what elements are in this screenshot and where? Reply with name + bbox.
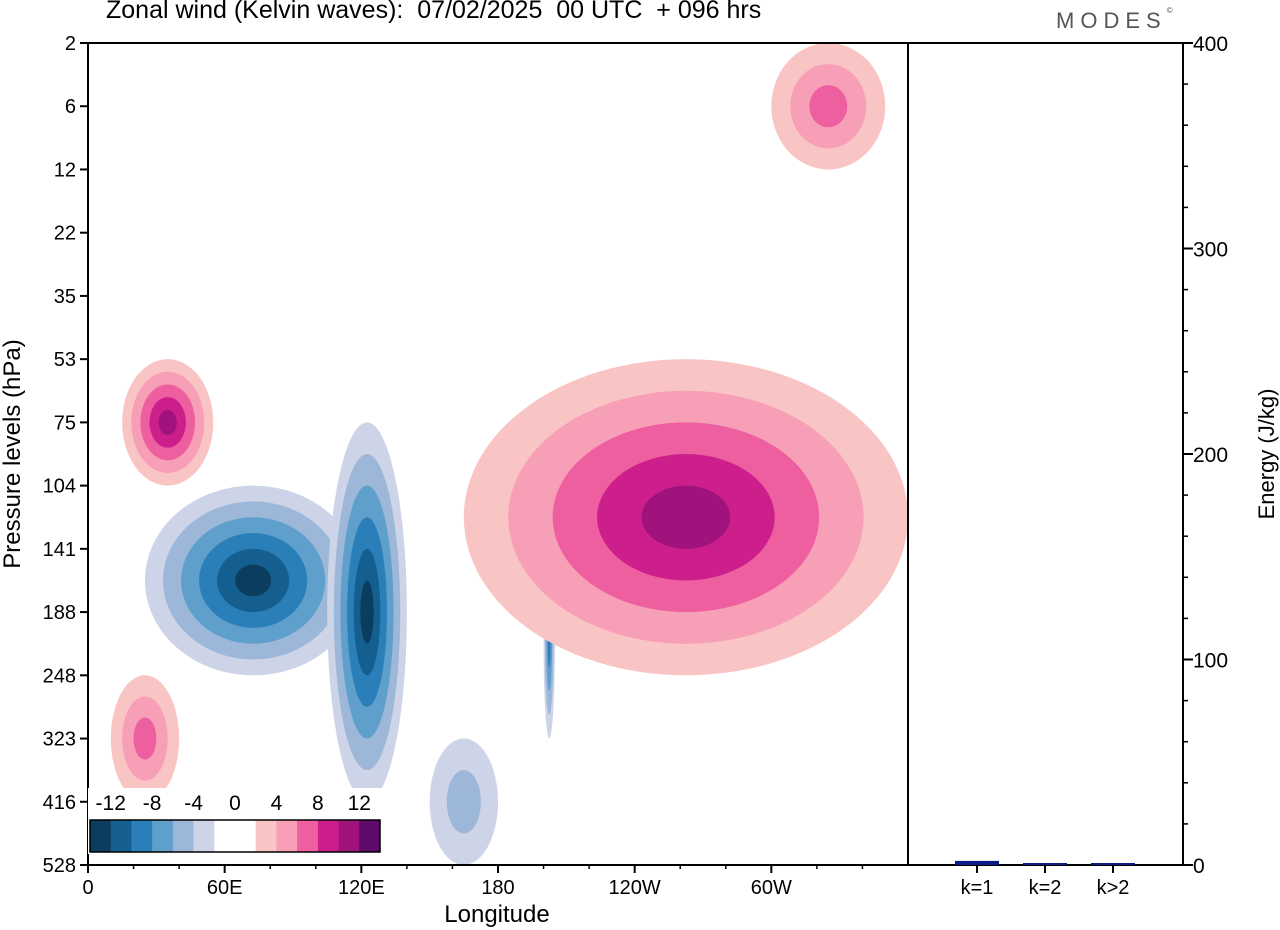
y-tick-label: 528	[43, 855, 76, 877]
colorbar-swatch	[255, 820, 277, 852]
colorbar-swatch	[152, 820, 174, 852]
colorbar-swatch	[276, 820, 298, 852]
energy-tick-label: 100	[1193, 650, 1228, 673]
colorbar-tick-label: -12	[96, 792, 126, 815]
contour-negative-0-level-5	[235, 564, 272, 597]
logo-mark: ©	[1166, 6, 1173, 15]
x-axis: 0 60E 120E 180 120W 60W	[82, 865, 864, 899]
x-tick-label: 60W	[751, 877, 792, 899]
logo-text: MODES	[1056, 8, 1167, 33]
energy-tick-label: 400	[1193, 33, 1228, 56]
energy-tick-label: 300	[1193, 239, 1228, 262]
colorbar-tick-label: -8	[143, 792, 162, 815]
colorbar: -12 -8 -4 0 4 8 12	[88, 788, 382, 854]
x-tick-label: 60E	[207, 877, 243, 899]
energy-category-label: k>2	[1097, 877, 1130, 899]
energy-frame	[907, 42, 1184, 866]
x-tick-label: 120W	[609, 877, 661, 899]
y-tick-label: 104	[43, 476, 76, 498]
x-axis-label: Longitude	[444, 901, 549, 928]
y-tick-label: 6	[65, 96, 76, 118]
energy-bar-3	[1091, 863, 1135, 865]
y-tick-label: 141	[43, 539, 76, 561]
colorbar-swatch	[172, 820, 194, 852]
x-tick-label: 180	[481, 877, 514, 899]
colorbar-swatch	[338, 820, 360, 852]
colorbar-swatch	[235, 820, 257, 852]
colorbar-swatch	[317, 820, 339, 852]
colorbar-tick-label: 8	[312, 792, 324, 815]
chart-title: Zonal wind (Kelvin waves): 07/02/2025 00…	[106, 0, 762, 24]
y-tick-label: 53	[54, 349, 76, 371]
contour-negative-2-level-1	[446, 770, 481, 834]
y-tick-label: 35	[54, 286, 76, 308]
y-tick-label: 75	[54, 412, 76, 434]
y-tick-label: 416	[43, 792, 76, 814]
y-tick-label: 2	[65, 33, 76, 55]
energy-bars: k=1 k=2 k>2	[955, 860, 1135, 899]
y-tick-label: 323	[43, 729, 76, 751]
colorbar-outline	[89, 819, 381, 853]
y-tick-label: 22	[54, 223, 76, 245]
y-tick-label: 188	[43, 602, 76, 624]
y-axis: 2 6 12 22 35 53 75 104 141 188 248 323 416 528	[43, 33, 88, 877]
colorbar-tick-label: 4	[271, 792, 283, 815]
energy-category-label: k=1	[961, 877, 994, 899]
y-tick-label: 12	[54, 159, 76, 181]
contour-positive-6-level-2	[133, 717, 157, 760]
colorbar-swatch	[131, 820, 153, 852]
contour-positive-7-level-2	[809, 85, 848, 128]
x-tick-label: 0	[82, 877, 93, 899]
energy-bar-1	[955, 860, 999, 865]
y-axis-label: Pressure levels (hPa)	[0, 339, 26, 568]
contour-negative-1-level-5	[360, 580, 374, 644]
colorbar-swatch	[110, 820, 132, 852]
energy-tick-label: 0	[1193, 855, 1205, 878]
colorbar-tick-label: 0	[229, 792, 241, 815]
energy-tick-label: 200	[1193, 444, 1228, 467]
energy-axis: 0 100 200 300 400	[1183, 33, 1228, 878]
colorbar-tick-label: -4	[184, 792, 203, 815]
colorbar-swatch	[193, 820, 215, 852]
colorbar-swatch	[297, 820, 319, 852]
contour-positive-4-level-4	[158, 409, 177, 436]
colorbar-swatch	[214, 820, 236, 852]
colorbar-tick-label: 12	[348, 792, 371, 815]
heatmap-plot	[110, 43, 908, 865]
colorbar-swatch	[359, 820, 381, 852]
colorbar-swatch	[90, 820, 112, 852]
y-tick-label: 248	[43, 665, 76, 687]
modes-logo: MODES©	[1056, 6, 1173, 34]
energy-category-label: k=2	[1029, 877, 1062, 899]
energy-bar-2	[1023, 863, 1067, 865]
contour-positive-5-level-4	[641, 485, 731, 549]
energy-axis-label: Energy (J/kg)	[1254, 389, 1279, 520]
x-tick-label: 120E	[338, 877, 385, 899]
